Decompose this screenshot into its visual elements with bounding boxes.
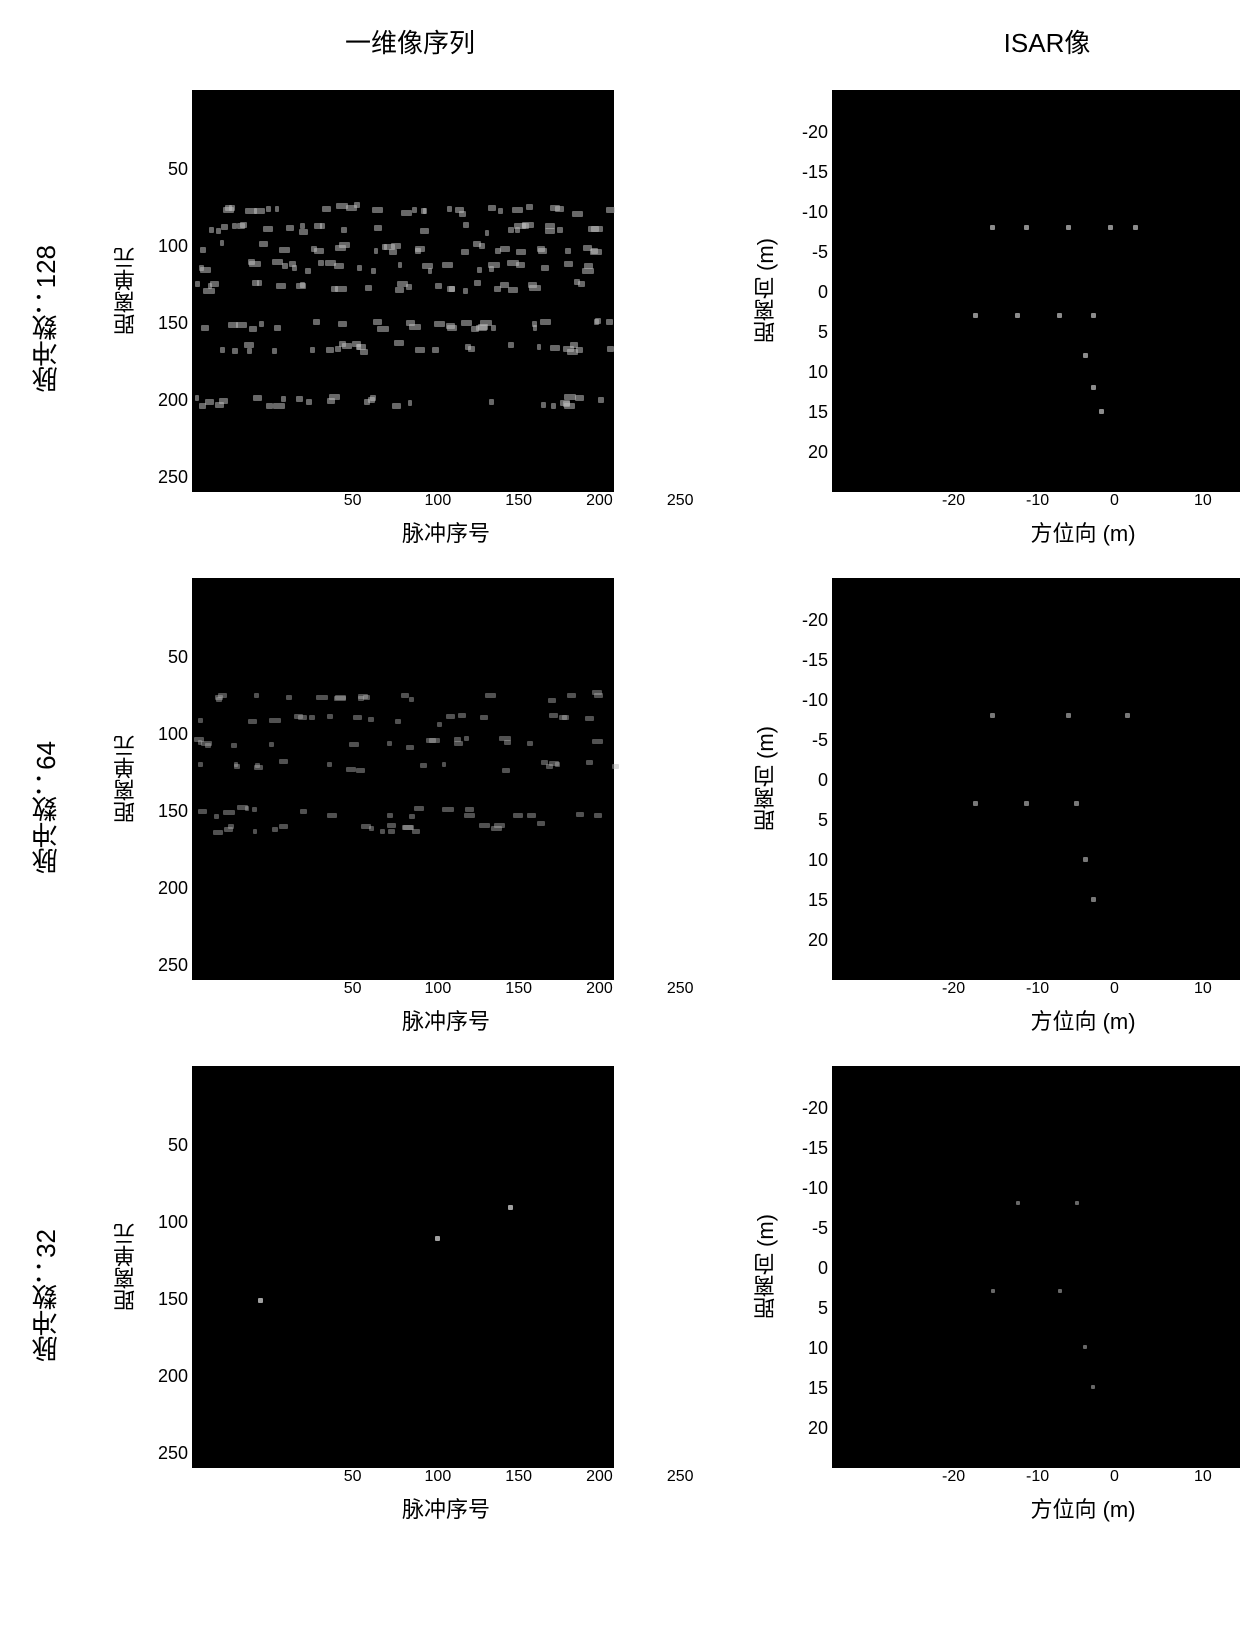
col-header-left: 一维像序列 bbox=[110, 23, 710, 60]
plot-area bbox=[192, 90, 614, 492]
xlabel: 方位向 (m) bbox=[873, 1492, 1240, 1524]
xlabel: 脉冲序号 bbox=[236, 516, 656, 548]
ylabel: 距离单元 bbox=[110, 247, 142, 335]
row-header-0: 脉冲数：128 bbox=[27, 245, 64, 392]
corner-spacer bbox=[20, 20, 70, 60]
panel-2-0: 距离单元5010015020025050100150200250脉冲序号 bbox=[110, 1066, 710, 1524]
figure-grid: 一维像序列 ISAR像 脉冲数：128 距离单元5010015020025050… bbox=[20, 20, 1220, 1524]
yticks: 50100150200250 bbox=[148, 1067, 188, 1467]
xlabel: 方位向 (m) bbox=[873, 1004, 1240, 1036]
plot-area bbox=[832, 578, 1240, 980]
col-header-right: ISAR像 bbox=[750, 23, 1240, 60]
yticks: 50100150200250 bbox=[148, 91, 188, 491]
plot-area bbox=[192, 1066, 614, 1468]
xlabel: 脉冲序号 bbox=[236, 1004, 656, 1036]
panel-1-1: 距离向 (m)-20-15-10-505101520-20-1001020方位向… bbox=[750, 578, 1240, 1036]
yticks: -20-15-10-505101520 bbox=[788, 579, 828, 979]
ylabel: 距离单元 bbox=[110, 735, 142, 823]
panel-0-0: 距离单元5010015020025050100150200250脉冲序号 bbox=[110, 90, 710, 548]
row-header-2: 脉冲数：32 bbox=[27, 1229, 64, 1362]
yticks: 50100150200250 bbox=[148, 579, 188, 979]
panel-2-1: 距离向 (m)-20-15-10-505101520-20-1001020方位向… bbox=[750, 1066, 1240, 1524]
yticks: -20-15-10-505101520 bbox=[788, 1067, 828, 1467]
xlabel: 脉冲序号 bbox=[236, 1492, 656, 1524]
plot-area bbox=[832, 1066, 1240, 1468]
xlabel: 方位向 (m) bbox=[873, 516, 1240, 548]
ylabel: 距离单元 bbox=[110, 1223, 142, 1311]
ylabel: 距离向 (m) bbox=[750, 726, 782, 831]
ylabel: 距离向 (m) bbox=[750, 1214, 782, 1319]
plot-area bbox=[192, 578, 614, 980]
ylabel: 距离向 (m) bbox=[750, 238, 782, 343]
plot-area bbox=[832, 90, 1240, 492]
yticks: -20-15-10-505101520 bbox=[788, 91, 828, 491]
panel-0-1: 距离向 (m)-20-15-10-505101520-20-1001020方位向… bbox=[750, 90, 1240, 548]
row-header-1: 脉冲数：64 bbox=[27, 741, 64, 874]
panel-1-0: 距离单元5010015020025050100150200250脉冲序号 bbox=[110, 578, 710, 1036]
